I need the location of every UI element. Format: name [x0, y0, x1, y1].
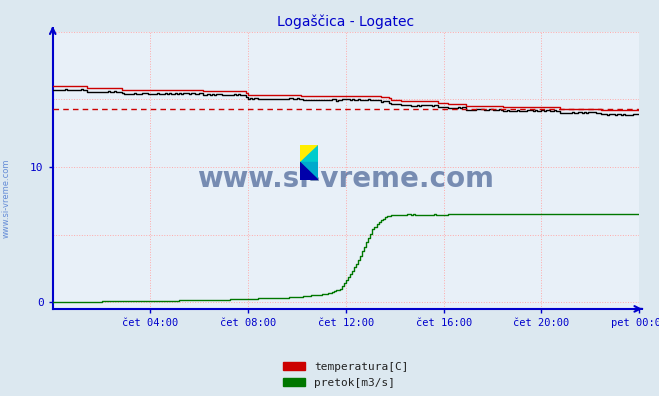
- Polygon shape: [300, 145, 318, 162]
- Polygon shape: [300, 145, 318, 162]
- Polygon shape: [300, 162, 318, 180]
- Polygon shape: [300, 162, 318, 180]
- Polygon shape: [300, 162, 318, 180]
- Legend: temperatura[C], pretok[m3/s]: temperatura[C], pretok[m3/s]: [279, 358, 413, 392]
- Polygon shape: [300, 145, 318, 162]
- Title: Logaščica - Logatec: Logaščica - Logatec: [277, 15, 415, 29]
- Text: www.si-vreme.com: www.si-vreme.com: [2, 158, 11, 238]
- Text: www.si-vreme.com: www.si-vreme.com: [198, 165, 494, 192]
